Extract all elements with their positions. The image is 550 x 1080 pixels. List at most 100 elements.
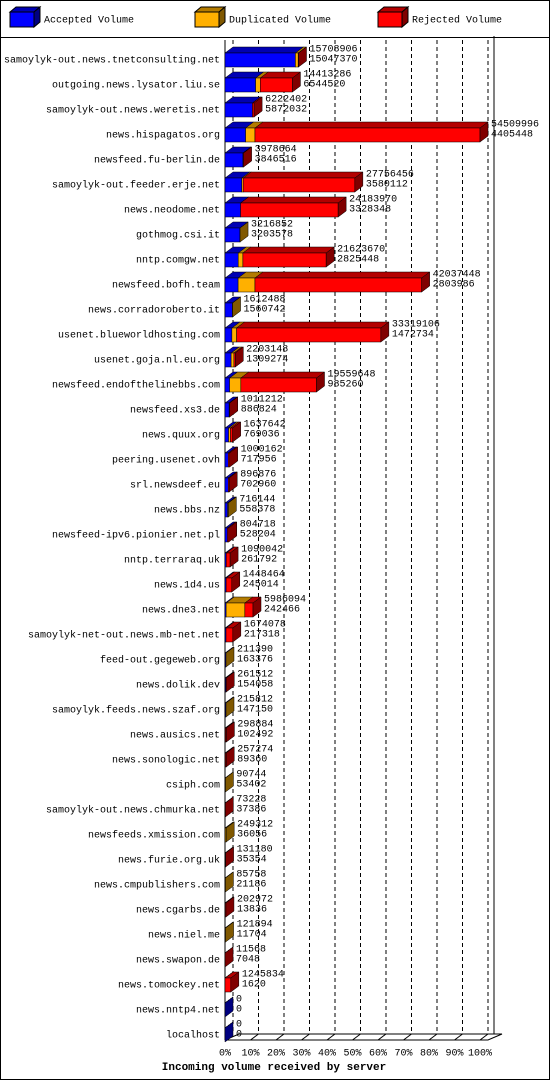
total-label: 215812 (237, 695, 273, 706)
tick-mark (377, 1033, 387, 1041)
accepted-label: 3580112 (366, 180, 408, 191)
bar-segment (236, 327, 382, 343)
total-label: 249312 (237, 820, 273, 831)
category-label: news.hispagatos.org (106, 130, 220, 142)
category-label: news.nntp4.net (136, 1006, 220, 1017)
bar-side (225, 846, 234, 868)
bar-segment (237, 252, 244, 268)
total-label: 716144 (239, 495, 275, 506)
total-label: 54509996 (491, 120, 539, 131)
bar-side (228, 496, 237, 518)
bar-side (228, 521, 238, 543)
accepted-label: 242466 (264, 605, 300, 616)
category-label: gothmog.csi.it (136, 230, 220, 242)
floor (224, 1033, 503, 1041)
bar-segment (224, 377, 230, 393)
bar-segment (224, 277, 239, 293)
bar-side (230, 971, 240, 993)
x-tick-label: 80% (420, 1049, 438, 1060)
total-label: 5986094 (264, 595, 306, 606)
bar-side (232, 621, 242, 643)
bar-segment (224, 302, 233, 318)
total-label: 2203148 (246, 345, 288, 356)
bar-side (298, 46, 307, 68)
category-label: news.bbs.nz (154, 505, 220, 517)
bar-side (226, 721, 235, 743)
bar-side (380, 321, 390, 343)
accepted-label: 163376 (237, 655, 273, 666)
total-label: 257274 (237, 745, 273, 756)
bar-segment (240, 377, 317, 393)
bar-side (421, 271, 430, 293)
bar-segment (225, 602, 246, 618)
tick-mark (479, 1033, 489, 1041)
bar-segment (255, 77, 261, 93)
accepted-label: 35354 (237, 855, 267, 866)
bar-segment (224, 127, 246, 143)
x-tick-label: 70% (394, 1049, 412, 1060)
accepted-label: 2803986 (433, 280, 475, 291)
x-tick-label: 30% (292, 1049, 310, 1060)
total-label: 6222402 (265, 95, 307, 106)
accepted-label: 102492 (237, 730, 273, 741)
bar-side (225, 746, 235, 768)
bar-segment (230, 427, 233, 443)
category-label: samoylyk-out.news.tnetconsulting.net (4, 55, 220, 67)
category-label: nntp.terraraq.uk (124, 555, 220, 567)
total-label: 121894 (237, 920, 273, 931)
bar-top (254, 121, 489, 129)
total-label: 1090042 (241, 545, 283, 556)
category-label: newsfeed.bofh.team (112, 280, 220, 292)
tick-mark (301, 1033, 310, 1041)
bar-side (252, 596, 262, 618)
accepted-label: 769036 (244, 430, 280, 441)
category-label: samoylyk-out.news.chmurka.net (46, 805, 220, 817)
bar-segment (224, 527, 228, 543)
total-label: 1674078 (244, 620, 286, 631)
category-label: news.dne3.net (142, 605, 220, 617)
bar-side (228, 471, 238, 493)
category-label: news.sonologic.net (112, 755, 220, 767)
bar-side (239, 221, 249, 243)
category-label: samoylyk.feeds.news.szaf.org (52, 705, 220, 717)
total-label: 1011212 (241, 395, 283, 406)
accepted-label: 89360 (237, 755, 267, 766)
category-label: csiph.com (166, 780, 220, 792)
bar-segment (260, 77, 293, 93)
bar-side (232, 296, 241, 318)
category-label: news.1d4.us (154, 580, 220, 592)
accepted-label: 1620 (242, 980, 266, 991)
tick-mark (454, 1033, 463, 1041)
bar-segment (240, 202, 339, 218)
total-label: 1637642 (244, 420, 286, 431)
accepted-label: 558378 (239, 505, 275, 516)
bar-segment (225, 577, 233, 593)
accepted-label: 7048 (236, 955, 260, 966)
legend-icon (9, 11, 35, 28)
legend-label: Accepted Volume (44, 15, 134, 27)
bar-side (354, 171, 364, 193)
category-label: newsfeeds.xmission.com (88, 830, 220, 842)
bar-side (225, 896, 235, 918)
total-label: 202972 (237, 895, 273, 906)
category-label: news.cgarbs.de (136, 905, 220, 917)
x-tick-label: 60% (369, 1049, 387, 1060)
category-label: news.ausics.net (130, 730, 220, 742)
bar-segment (224, 77, 256, 93)
accepted-label: 261792 (241, 555, 277, 566)
accepted-label: 147150 (237, 705, 273, 716)
accepted-label: 2825448 (337, 255, 379, 266)
accepted-label: 11704 (237, 930, 267, 941)
category-label: news.furie.org.uk (118, 855, 220, 867)
bar-segment (224, 977, 232, 993)
accepted-label: 53402 (236, 780, 266, 791)
bar-segment (224, 252, 239, 268)
category-label: peering.usenet.ovh (112, 455, 220, 467)
bar-top (239, 196, 347, 204)
total-label: 73228 (236, 795, 266, 806)
legend-icon (377, 11, 403, 28)
tick-mark (326, 1033, 336, 1041)
bar-segment (244, 602, 254, 618)
bar-top (254, 271, 431, 279)
bar-segment (224, 177, 242, 193)
